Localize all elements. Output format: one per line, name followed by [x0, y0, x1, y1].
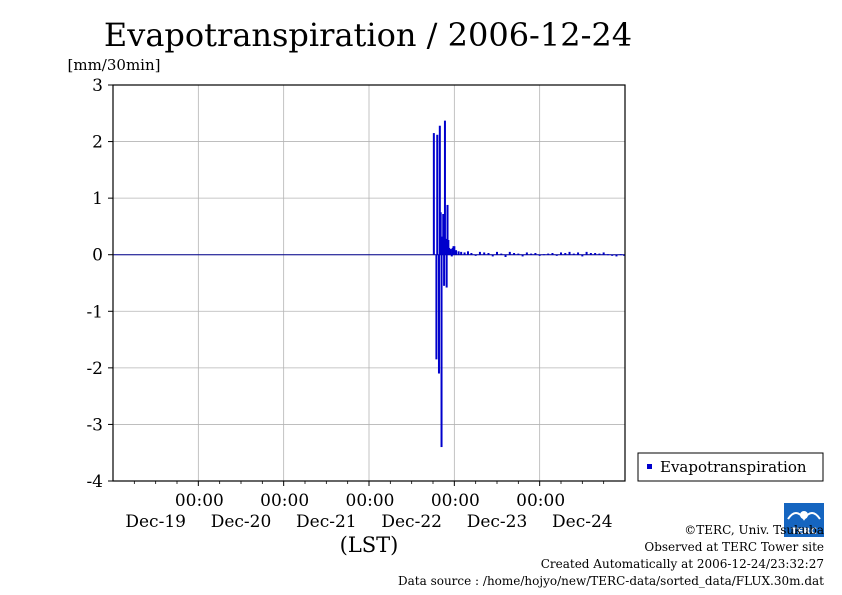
data-bar	[525, 252, 528, 255]
data-bar	[453, 246, 456, 255]
x-tick-date-label: Dec-21	[296, 512, 357, 532]
data-bar	[478, 251, 481, 255]
data-bar	[439, 212, 442, 255]
data-bar	[513, 253, 516, 255]
data-bar	[568, 251, 571, 255]
data-bar	[538, 254, 541, 256]
y-axis: 3 2 1 0 -1 -2 -3 -4	[86, 76, 113, 492]
credits: ©TERC, Univ. Tsukuba Observed at TERC To…	[398, 522, 824, 590]
data-bar	[594, 253, 597, 255]
data-bar	[437, 254, 440, 374]
series-evapotranspiration	[113, 120, 626, 448]
data-bar	[598, 253, 601, 255]
terc-logo: TERC	[784, 503, 824, 537]
data-bar	[560, 252, 562, 255]
data-bar	[466, 251, 469, 255]
data-bar	[611, 254, 614, 256]
data-bar	[577, 252, 580, 255]
data-bar	[483, 252, 486, 255]
chart-title: Evapotranspiration / 2006-12-24	[104, 16, 632, 54]
x-tick-date-label: Dec-24	[552, 512, 613, 532]
data-bar	[470, 253, 473, 255]
data-bar	[460, 251, 463, 255]
data-bar	[448, 247, 451, 255]
x-tick-time-label: 00:00	[260, 491, 309, 511]
x-tick-date-label: Dec-23	[467, 512, 528, 532]
data-bar	[474, 254, 477, 256]
data-bar	[444, 238, 447, 255]
data-bar	[438, 125, 441, 255]
data-bar	[508, 251, 511, 255]
data-bar	[555, 254, 558, 256]
y-tick-label: -1	[86, 302, 103, 322]
legend-swatch	[647, 464, 652, 469]
created-text: Created Automatically at 2006-12-24/23:3…	[540, 557, 824, 571]
data-bar	[442, 213, 445, 255]
terc-logo-text: TERC	[791, 527, 817, 537]
data-bar	[547, 253, 550, 255]
legend-box	[637, 452, 824, 482]
data-bar	[542, 254, 545, 256]
y-tick-label: 1	[92, 189, 103, 209]
y-tick-label: -3	[86, 415, 103, 435]
data-bar	[572, 253, 575, 255]
x-tick-time-label: 00:00	[346, 491, 395, 511]
data-bar	[445, 254, 448, 288]
y-axis-label: [mm/30min]	[68, 56, 161, 74]
data-bar	[530, 253, 533, 255]
data-bar	[615, 254, 618, 257]
data-bar	[443, 254, 446, 286]
data-bar	[500, 253, 503, 255]
data-bar	[435, 254, 438, 360]
data-bar	[589, 253, 592, 255]
data-bar	[496, 251, 498, 255]
data-bar	[564, 253, 567, 255]
y-tick-label: 0	[92, 246, 103, 266]
x-axis-label: (LST)	[340, 533, 399, 557]
data-bar	[491, 254, 494, 257]
y-tick-label: 2	[92, 133, 103, 153]
observed-text: Observed at TERC Tower site	[644, 540, 824, 554]
data-bar	[619, 254, 622, 256]
data-bar	[606, 254, 609, 256]
data-bar	[504, 254, 507, 257]
data-bar	[521, 254, 524, 257]
data-bar	[463, 252, 466, 255]
data-bar	[581, 254, 584, 257]
data-bar	[534, 253, 537, 255]
data-bar	[432, 133, 435, 255]
x-tick-date-label: Dec-20	[211, 512, 272, 532]
legend: Evapotranspiration	[637, 452, 824, 482]
grid	[113, 85, 625, 481]
y-tick-label: 3	[92, 76, 103, 96]
data-bar	[436, 134, 439, 255]
x-tick-time-label: 00:00	[431, 491, 480, 511]
data-bar	[440, 254, 443, 448]
x-tick-date-label: Dec-22	[381, 512, 442, 532]
source-text: Data source : /home/hojyo/new/TERC-data/…	[398, 574, 824, 588]
data-bar	[551, 253, 554, 255]
y-tick-label: -2	[86, 359, 103, 379]
data-bar	[450, 254, 453, 257]
legend-label: Evapotranspiration	[660, 458, 807, 476]
x-tick-time-label: 00:00	[516, 491, 565, 511]
x-tick-time-label: 00:00	[175, 491, 224, 511]
copyright-text: ©TERC, Univ. Tsukuba	[684, 523, 824, 537]
data-bar	[457, 251, 460, 255]
data-bar	[623, 254, 626, 256]
data-bar	[455, 250, 458, 255]
data-bar	[487, 253, 490, 255]
data-bar	[602, 252, 605, 255]
data-bar	[447, 240, 450, 255]
y-tick-label: -4	[86, 472, 103, 492]
data-bar	[585, 251, 588, 255]
data-bar	[449, 249, 452, 255]
data-bar	[446, 204, 449, 255]
x-tick-date-label: Dec-19	[125, 512, 186, 532]
data-bar	[517, 253, 520, 255]
data-bar	[443, 120, 446, 255]
